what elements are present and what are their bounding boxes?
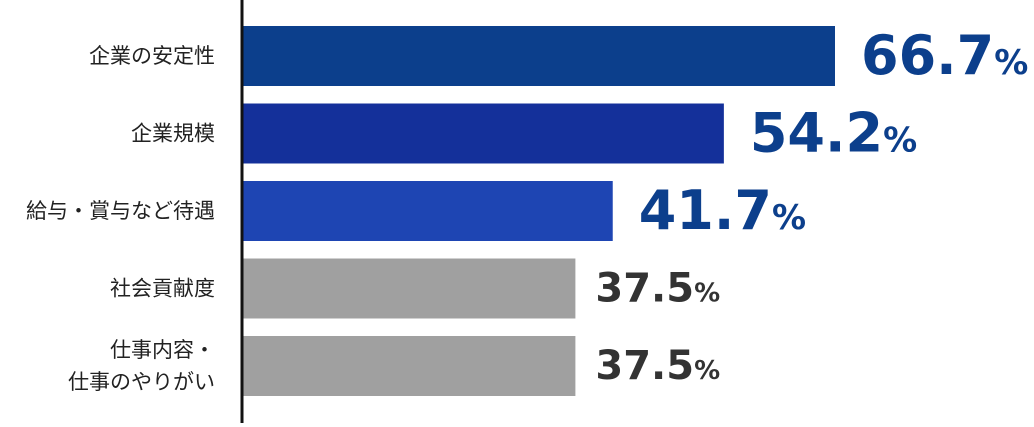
data-label: 37.5% bbox=[595, 266, 720, 312]
category-label-line: 仕事のやりがい bbox=[68, 370, 215, 394]
data-label-unit: % bbox=[694, 279, 720, 309]
data-label: 37.5% bbox=[595, 343, 720, 389]
category-label-line: 社会貢献度 bbox=[110, 277, 215, 301]
data-label-unit: % bbox=[883, 121, 917, 161]
bar bbox=[242, 103, 724, 164]
data-label: 41.7% bbox=[639, 179, 806, 242]
category-label: 企業の安定性 bbox=[89, 44, 215, 68]
data-label-unit: % bbox=[772, 198, 806, 238]
data-label-value: 37.5 bbox=[595, 266, 694, 312]
category-label-line: 給与・賞与など待遇 bbox=[26, 199, 215, 223]
bar bbox=[242, 336, 576, 396]
data-label-value: 54.2 bbox=[750, 102, 883, 165]
data-label-unit: % bbox=[994, 43, 1028, 83]
bar bbox=[242, 26, 835, 86]
category-label-line: 仕事内容・ bbox=[110, 338, 215, 362]
category-label-line: 企業の安定性 bbox=[89, 44, 215, 68]
data-label-unit: % bbox=[694, 356, 720, 386]
category-label: 仕事内容・仕事のやりがい bbox=[68, 338, 215, 394]
category-label: 給与・賞与など待遇 bbox=[26, 199, 215, 223]
data-label-value: 66.7 bbox=[861, 24, 994, 87]
data-label-value: 41.7 bbox=[639, 179, 772, 242]
category-label-line: 企業規模 bbox=[131, 122, 215, 146]
data-label: 54.2% bbox=[750, 102, 917, 165]
bar bbox=[242, 258, 576, 319]
category-label: 社会貢献度 bbox=[110, 277, 215, 301]
data-label-value: 37.5 bbox=[595, 343, 694, 389]
data-label: 66.7% bbox=[861, 24, 1028, 87]
category-label: 企業規模 bbox=[131, 122, 215, 146]
bar bbox=[242, 181, 613, 241]
